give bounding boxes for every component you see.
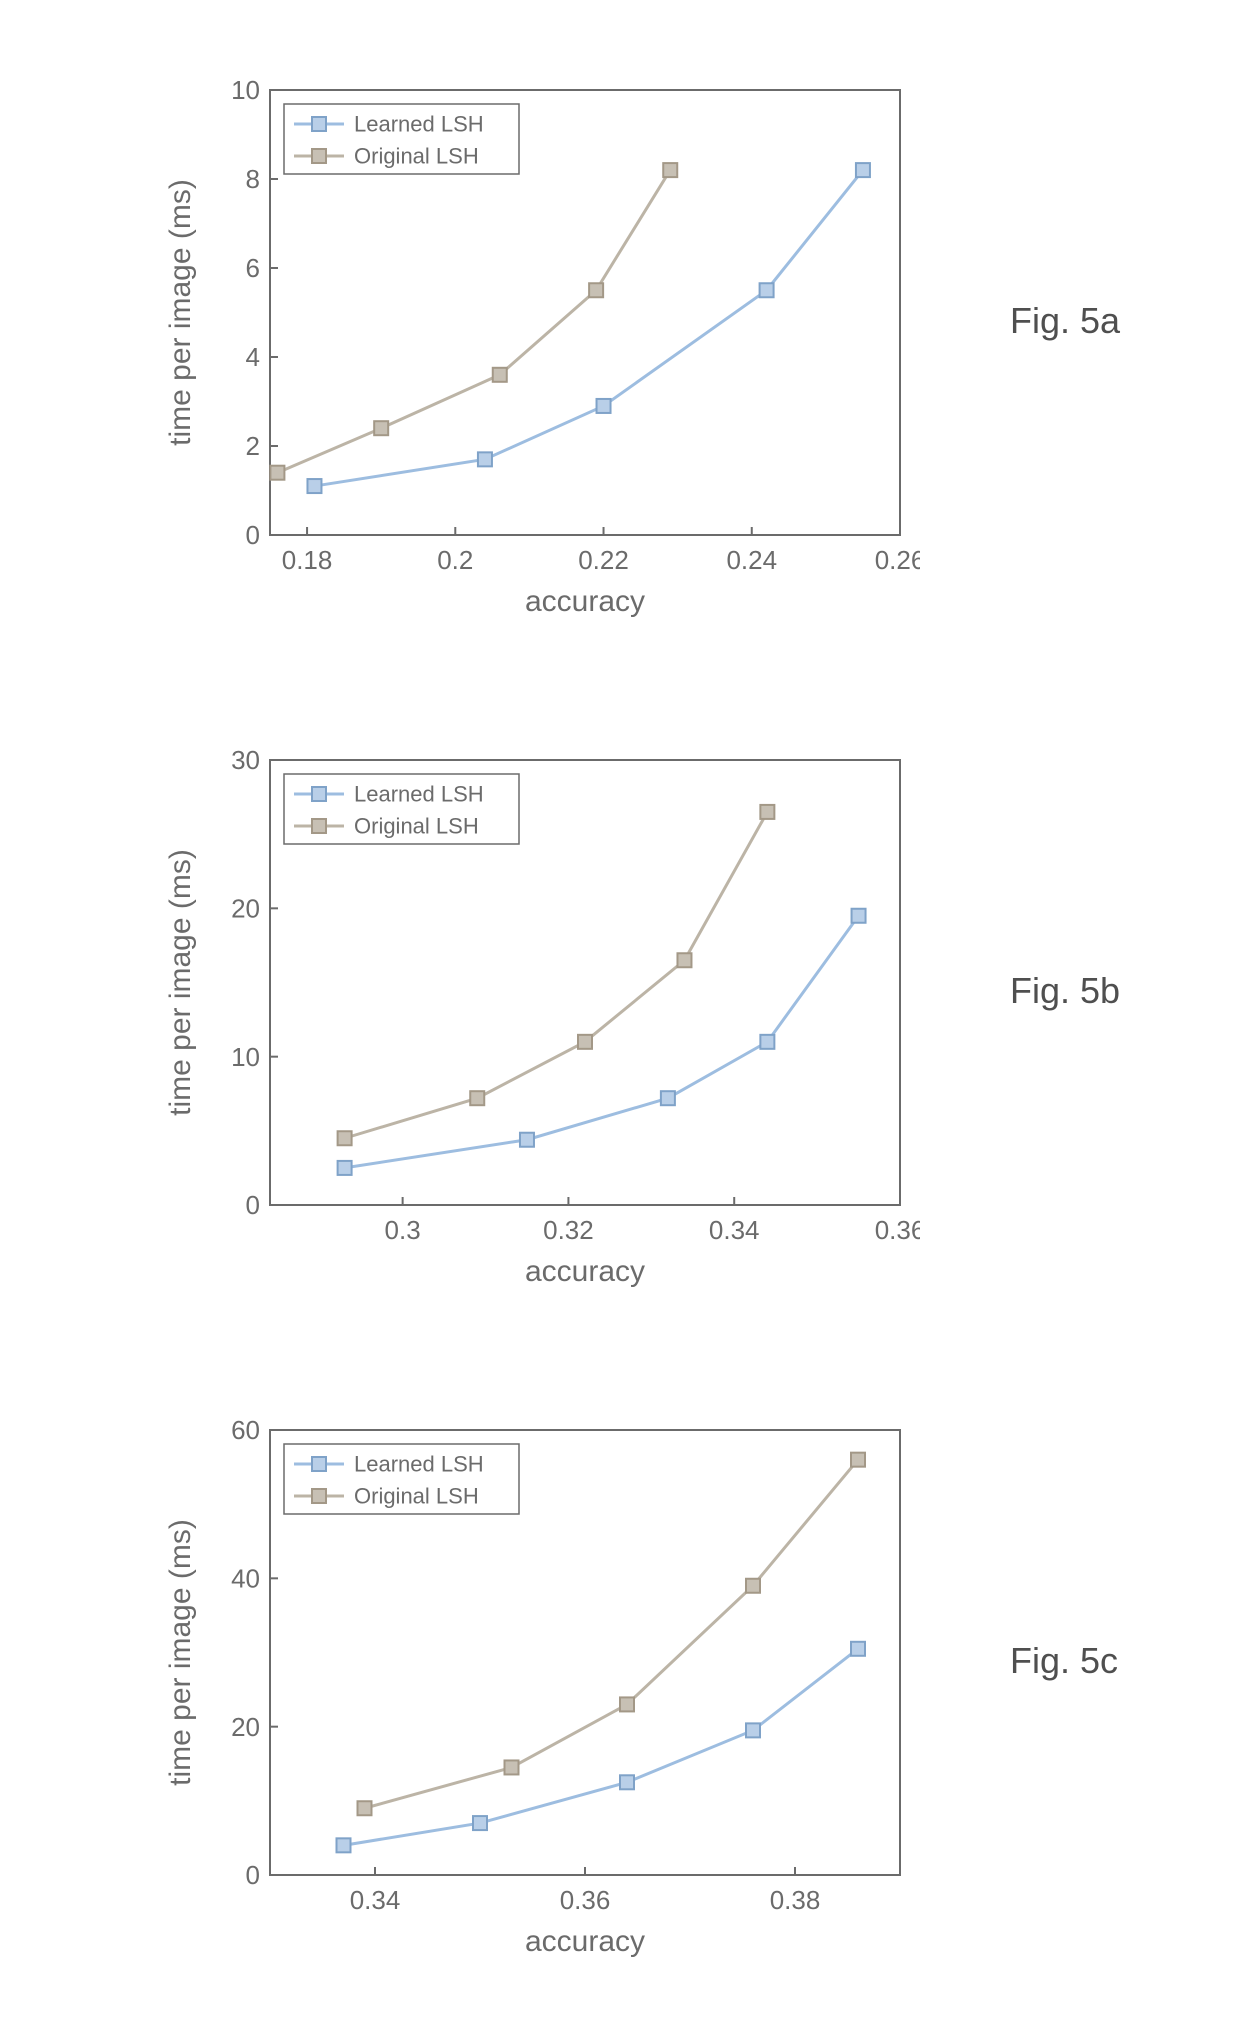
series-learned-marker <box>338 1161 352 1175</box>
x-tick-label: 0.3 <box>385 1215 421 1245</box>
series-original-marker <box>470 1091 484 1105</box>
chart-a-svg: 0.18 0.2 0.22 0.24 0.26 0 2 4 6 8 10 accuracy time p… <box>160 70 920 640</box>
x-tick-label: 0.24 <box>726 545 777 575</box>
legend-original-marker <box>312 1489 326 1503</box>
series-original-marker <box>270 466 284 480</box>
figure-label-c: Fig. 5c <box>1010 1640 1118 1682</box>
series-learned-marker <box>337 1838 351 1852</box>
series-original-line <box>277 170 670 473</box>
series-learned-marker <box>852 909 866 923</box>
legend-original-marker <box>312 149 326 163</box>
y-tick-label: 6 <box>246 253 260 283</box>
series-learned-line <box>344 1649 859 1846</box>
series-learned-marker <box>473 1816 487 1830</box>
y-tick-label: 0 <box>246 520 260 550</box>
x-tick-label: 0.26 <box>875 545 920 575</box>
y-tick-label: 8 <box>246 164 260 194</box>
y-tick-label: 40 <box>231 1563 260 1593</box>
x-tick-label: 0.38 <box>770 1885 821 1915</box>
series-original-marker <box>493 368 507 382</box>
series-original-marker <box>505 1760 519 1774</box>
series-learned-marker <box>661 1091 675 1105</box>
series-original-marker <box>746 1579 760 1593</box>
x-axis-label: accuracy <box>525 1925 645 1958</box>
series-original-marker <box>663 163 677 177</box>
y-tick-label: 20 <box>231 1712 260 1742</box>
chart-c: 0.34 0.36 0.38 0 20 40 60 accuracy time per imag… <box>160 1410 920 1980</box>
y-tick-label: 60 <box>231 1415 260 1445</box>
x-tick-label: 0.36 <box>875 1215 920 1245</box>
figure-label-a: Fig. 5a <box>1010 300 1120 342</box>
series-original-marker <box>620 1697 634 1711</box>
figure-label-b: Fig. 5b <box>1010 970 1120 1012</box>
series-learned-marker <box>760 283 774 297</box>
legend-learned-label: Learned LSH <box>354 782 484 807</box>
series-learned-marker <box>597 399 611 413</box>
y-tick-label: 2 <box>246 431 260 461</box>
series-original-line <box>345 812 768 1138</box>
series-original-marker <box>338 1131 352 1145</box>
series-original-marker <box>578 1035 592 1049</box>
legend-original-label: Original LSH <box>354 144 479 169</box>
chart-b: 0.3 0.32 0.34 0.36 0 10 20 30 accuracy time per i… <box>160 740 920 1310</box>
series-original-marker <box>760 805 774 819</box>
legend-learned-label: Learned LSH <box>354 112 484 137</box>
y-tick-label: 4 <box>246 342 260 372</box>
y-axis-label: time per image (ms) <box>164 179 197 446</box>
series-learned-marker <box>620 1775 634 1789</box>
y-tick-label: 10 <box>231 75 260 105</box>
y-tick-label: 20 <box>231 893 260 923</box>
series-learned-marker <box>746 1723 760 1737</box>
y-axis-label: time per image (ms) <box>164 1519 197 1786</box>
page: 0.18 0.2 0.22 0.24 0.26 0 2 4 6 8 10 accuracy time p… <box>0 0 1240 2039</box>
series-original-marker <box>358 1801 372 1815</box>
x-tick-label: 0.22 <box>578 545 629 575</box>
series-original-marker <box>374 421 388 435</box>
series-original-marker <box>851 1453 865 1467</box>
x-tick-label: 0.34 <box>709 1215 760 1245</box>
x-tick-label: 0.34 <box>350 1885 401 1915</box>
legend-learned-label: Learned LSH <box>354 1452 484 1477</box>
x-tick-label: 0.2 <box>437 545 473 575</box>
series-learned-line <box>345 916 859 1168</box>
legend-original-marker <box>312 819 326 833</box>
legend-learned-marker <box>312 787 326 801</box>
series-original-marker <box>589 283 603 297</box>
y-tick-label: 0 <box>246 1190 260 1220</box>
chart-b-svg: 0.3 0.32 0.34 0.36 0 10 20 30 accuracy time per i… <box>160 740 920 1310</box>
legend-learned-marker <box>312 117 326 131</box>
series-learned-marker <box>478 452 492 466</box>
x-tick-label: 0.32 <box>543 1215 594 1245</box>
series-learned-marker <box>851 1642 865 1656</box>
x-tick-label: 0.36 <box>560 1885 611 1915</box>
y-tick-label: 10 <box>231 1042 260 1072</box>
series-learned-marker <box>856 163 870 177</box>
chart-c-svg: 0.34 0.36 0.38 0 20 40 60 accuracy time per imag… <box>160 1410 920 1980</box>
y-axis-label: time per image (ms) <box>164 849 197 1116</box>
x-axis-label: accuracy <box>525 585 645 618</box>
legend-original-label: Original LSH <box>354 1484 479 1509</box>
chart-a: 0.18 0.2 0.22 0.24 0.26 0 2 4 6 8 10 accuracy time p… <box>160 70 920 640</box>
series-original-marker <box>677 953 691 967</box>
series-learned-line <box>314 170 862 486</box>
legend-original-label: Original LSH <box>354 814 479 839</box>
x-axis-label: accuracy <box>525 1255 645 1288</box>
x-tick-label: 0.18 <box>282 545 333 575</box>
y-tick-label: 0 <box>246 1860 260 1890</box>
y-tick-label: 30 <box>231 745 260 775</box>
series-learned-marker <box>307 479 321 493</box>
series-learned-marker <box>520 1133 534 1147</box>
legend-learned-marker <box>312 1457 326 1471</box>
series-learned-marker <box>760 1035 774 1049</box>
